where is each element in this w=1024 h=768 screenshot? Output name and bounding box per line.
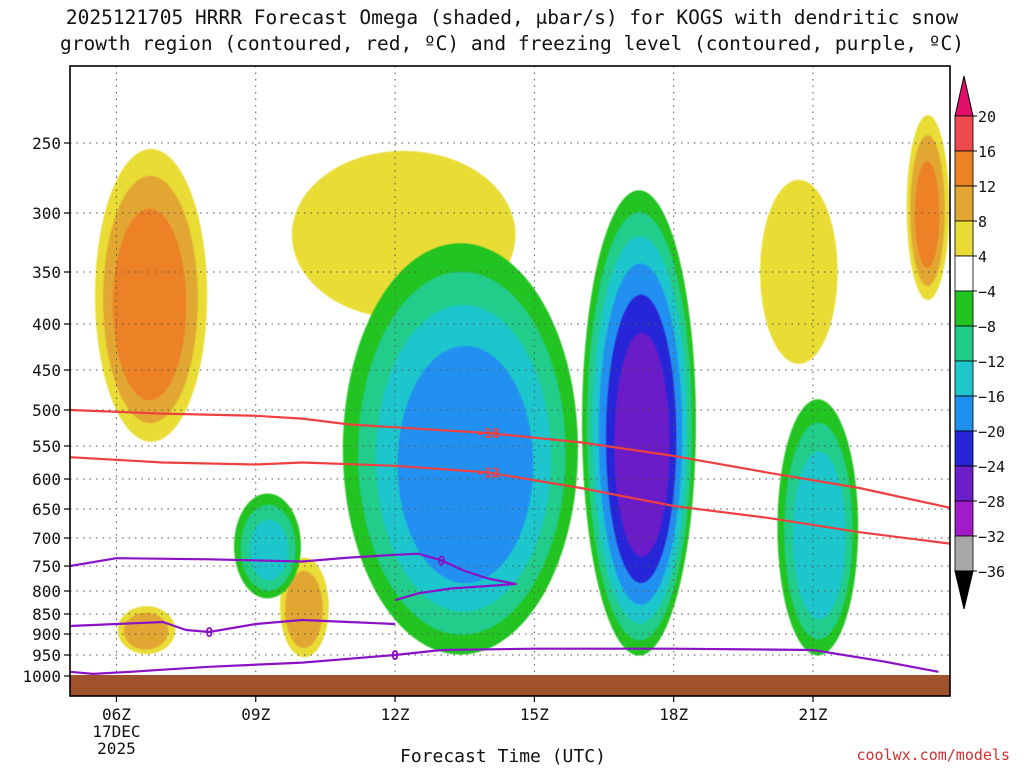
y-tick-label: 1000 <box>22 667 61 686</box>
colorbar-band <box>954 500 974 537</box>
colorbar-label: −12 <box>978 353 1005 371</box>
colorbar-label: −20 <box>978 423 1005 441</box>
omega-feature-4 <box>906 115 950 301</box>
colorbar-band <box>954 220 974 257</box>
omega-contour-level <box>249 519 289 581</box>
y-tick-label: 950 <box>32 646 61 665</box>
colorbar-band <box>954 465 974 502</box>
omega-contour-level <box>397 345 534 584</box>
y-tick-label: 350 <box>32 263 61 282</box>
colorbar-label: −32 <box>978 528 1005 546</box>
contour-label: 0 <box>205 626 213 641</box>
y-tick-label: 900 <box>32 625 61 644</box>
colorbar-label: 4 <box>978 248 987 266</box>
y-tick-label: 250 <box>32 134 61 153</box>
plot-frame <box>69 65 951 697</box>
y-tick-label: 700 <box>32 529 61 548</box>
y-tick-label: 650 <box>32 500 61 519</box>
x-tick-label: 06Z <box>102 705 131 724</box>
omega-feature-10 <box>234 493 301 599</box>
x-tick-label: 15Z <box>520 705 549 724</box>
omega-contour-level <box>112 208 187 401</box>
omega-feature-6 <box>117 606 176 655</box>
chart-title-line-2: growth region (contoured, red, ºC) and f… <box>60 32 964 55</box>
colorbar-band <box>954 255 974 292</box>
date-label-line-2: 2025 <box>97 739 136 758</box>
omega-feature-1 <box>95 149 208 442</box>
colorbar-label: −36 <box>978 563 1005 581</box>
y-tick-label: 500 <box>32 401 61 420</box>
date-label-line-1: 17DEC <box>92 722 140 741</box>
colorbar-label: 8 <box>978 213 987 231</box>
colorbar-label: −16 <box>978 388 1005 406</box>
contour-label: -12 <box>476 466 499 481</box>
x-tick-label: 09Z <box>241 705 270 724</box>
source-credit: coolwx.com/models <box>856 746 1010 764</box>
colorbar-label: 20 <box>978 108 996 126</box>
x-tick-label: 21Z <box>799 705 828 724</box>
x-tick-label: 12Z <box>381 705 410 724</box>
colorbar-band <box>954 185 974 222</box>
colorbar-label: 16 <box>978 143 996 161</box>
colorbar-band <box>954 325 974 362</box>
contour-line-5 <box>70 647 939 676</box>
colorbar-band <box>954 395 974 432</box>
y-tick-label: 800 <box>32 582 61 601</box>
colorbar-band <box>954 430 974 467</box>
omega-feature-7 <box>342 243 578 655</box>
contour-line-4 <box>70 618 396 634</box>
contour-label: 0 <box>438 554 446 569</box>
colorbar-band <box>954 115 974 152</box>
colorbar-label: −24 <box>978 458 1005 476</box>
omega-contour-level <box>285 570 323 649</box>
colorbar-label: −8 <box>978 318 996 336</box>
x-axis-title: Forecast Time (UTC) <box>400 746 606 767</box>
colorbar-label: 12 <box>978 178 996 196</box>
x-tick-label: 18Z <box>659 705 688 724</box>
omega-contour-level <box>614 332 670 557</box>
colorbar-label: −28 <box>978 493 1005 511</box>
colorbar-band <box>954 150 974 187</box>
omega-feature-8 <box>582 190 696 656</box>
chart-title-line-1: 2025121705 HRRR Forecast Omega (shaded, … <box>65 6 959 29</box>
y-tick-label: 750 <box>32 557 61 576</box>
omega-contour-level <box>792 451 846 620</box>
colorbar-over-triangle <box>954 75 974 117</box>
y-tick-label: 850 <box>32 605 61 624</box>
omega-feature-9 <box>777 399 859 656</box>
omega-contour-level <box>914 161 940 269</box>
y-tick-label: 550 <box>32 437 61 456</box>
contour-line-2 <box>70 456 950 545</box>
contour-label: 0 <box>391 649 399 664</box>
y-tick-label: 400 <box>32 315 61 334</box>
colorbar-label: −4 <box>978 283 996 301</box>
colorbar-band <box>954 290 974 327</box>
colorbar-band <box>954 535 974 572</box>
y-tick-label: 300 <box>32 204 61 223</box>
contour-line-3 <box>70 552 517 602</box>
omega-feature-5 <box>280 557 329 658</box>
omega-contour-level <box>123 612 169 650</box>
contour-line-1 <box>70 408 950 509</box>
colorbar-band <box>954 360 974 397</box>
y-tick-label: 600 <box>32 470 61 489</box>
colorbar-under-triangle <box>954 570 974 610</box>
y-tick-label: 450 <box>32 361 61 380</box>
terrain-ground-band <box>70 675 950 696</box>
contour-label: -18 <box>476 427 500 442</box>
